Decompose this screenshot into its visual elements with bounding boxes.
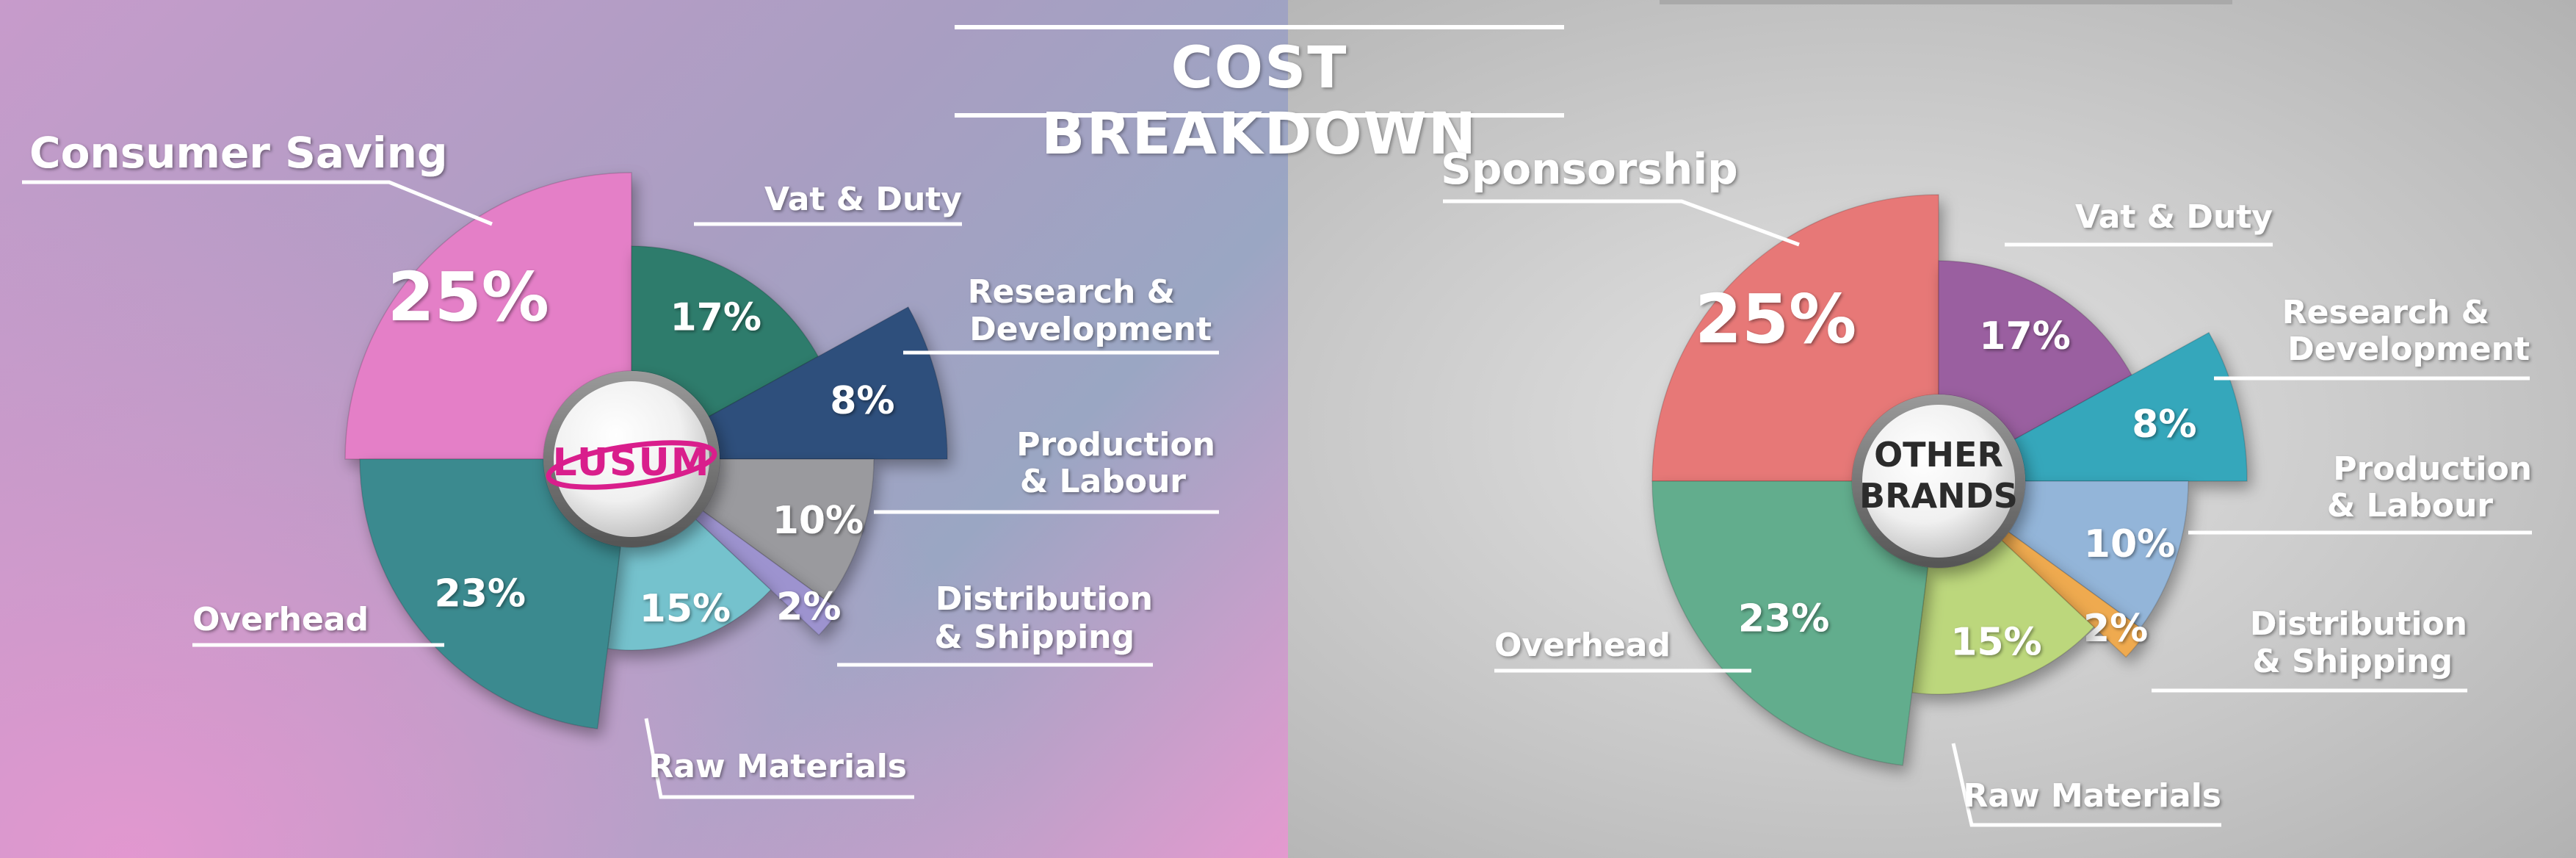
slice-category-label: Consumer Saving — [29, 128, 448, 178]
slice-category-label: Vat & Duty — [764, 181, 962, 218]
slice-category-label: Production — [1016, 426, 1215, 464]
slice-category-label: Development — [969, 311, 1212, 348]
slice-category-label: Research & — [968, 273, 1175, 311]
slice-category-label: Raw Materials — [648, 748, 907, 785]
top-decor-bar — [1660, 0, 2232, 4]
slice-category-label: Vat & Duty — [2075, 198, 2273, 236]
callout-line — [22, 180, 493, 226]
slice-category-label: Sponsorship — [1441, 144, 1738, 194]
slice-category-label: & Shipping — [934, 619, 1135, 656]
pie-chart-1: 25% 17% 8% 10% 2% 15% 23% LUSUM Consumer Saving V… — [22, 128, 1219, 799]
logo-swoosh — [546, 440, 717, 490]
title-rule-bottom — [955, 113, 1564, 118]
slice-category-label: Raw Materials — [1963, 777, 2221, 815]
center-hub — [1862, 405, 2015, 558]
slice-value-label: 25% — [388, 258, 549, 336]
slice-category-label: Research & — [2282, 294, 2489, 331]
slice-value-label: 2% — [776, 585, 841, 629]
center-hub — [554, 381, 709, 537]
slice-category-label: Overhead — [1494, 627, 1671, 664]
slice-value-label: 25% — [1695, 280, 1856, 358]
callout-line — [644, 718, 914, 799]
slice-category-label: & Shipping — [2252, 643, 2453, 680]
title-rule-top — [955, 25, 1564, 29]
slice-value-label: 17% — [1979, 314, 2070, 358]
slice-value-label: 23% — [1738, 597, 1829, 641]
slice-value-label: 15% — [640, 587, 731, 631]
slice-category-label: Overhead — [192, 601, 369, 638]
slice-value-label: 2% — [2083, 607, 2148, 651]
callout-line — [1951, 743, 2221, 827]
pie-slice — [1651, 480, 1929, 766]
slice-category-label: & Labour — [2327, 487, 2493, 524]
slice-value-label: 23% — [434, 572, 525, 616]
center-logo-text: LUSUM — [553, 441, 711, 485]
center-text-line: BRANDS — [1859, 476, 2018, 516]
title-block: COST BREAKDOWN — [955, 25, 1564, 167]
slice-category-label: Distribution — [936, 580, 1153, 618]
slice-value-label: 10% — [2084, 522, 2175, 566]
page-title: COST BREAKDOWN — [1041, 35, 1477, 167]
slice-category-label: Development — [2287, 331, 2530, 368]
callout-line — [1443, 199, 1800, 247]
slice-category-label: Distribution — [2250, 605, 2467, 643]
slice-value-label: 10% — [773, 499, 864, 543]
slice-value-label: 8% — [2132, 403, 2196, 447]
slice-value-label: 8% — [830, 379, 894, 423]
slice-value-label: 17% — [670, 296, 761, 340]
center-text-line: OTHER — [1874, 435, 2003, 475]
slice-value-label: 15% — [1950, 621, 2041, 665]
slice-category-label: Production — [2333, 450, 2532, 488]
slice-category-label: & Labour — [1020, 463, 1186, 500]
